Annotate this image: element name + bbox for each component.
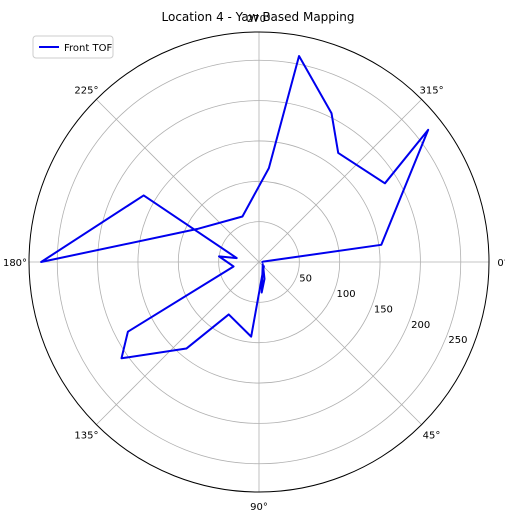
theta-tick-label-135: 135° xyxy=(74,431,98,442)
r-tick-label-250: 250 xyxy=(448,335,467,346)
r-tick-label-100: 100 xyxy=(337,289,356,300)
grid-spoke-45 xyxy=(259,262,422,425)
r-tick-label-150: 150 xyxy=(374,304,393,315)
series-line-front-tof xyxy=(41,56,428,358)
theta-tick-label-270: 270° xyxy=(247,14,271,25)
theta-tick-label-180: 180° xyxy=(3,258,27,269)
r-tick-label-200: 200 xyxy=(411,320,430,331)
series-layer xyxy=(41,56,428,358)
grid-spoke-225 xyxy=(96,99,259,262)
theta-tick-labels: 0° 45° 90° 135° 180° 225° 270° 315° xyxy=(3,14,505,513)
grid-spoke-315 xyxy=(259,99,422,262)
theta-tick-label-315: 315° xyxy=(419,85,443,96)
angular-grid xyxy=(29,32,489,492)
theta-tick-label-90: 90° xyxy=(250,502,268,513)
r-tick-label-50: 50 xyxy=(299,273,312,284)
r-tick-labels: 50 100 150 200 250 xyxy=(299,273,467,346)
legend: Front TOF xyxy=(33,36,113,58)
theta-tick-label-0: 0° xyxy=(497,258,505,269)
legend-label-front-tof: Front TOF xyxy=(64,43,112,54)
grid-spoke-135 xyxy=(96,262,259,425)
theta-tick-label-225: 225° xyxy=(74,85,98,96)
theta-tick-label-45: 45° xyxy=(423,431,441,442)
